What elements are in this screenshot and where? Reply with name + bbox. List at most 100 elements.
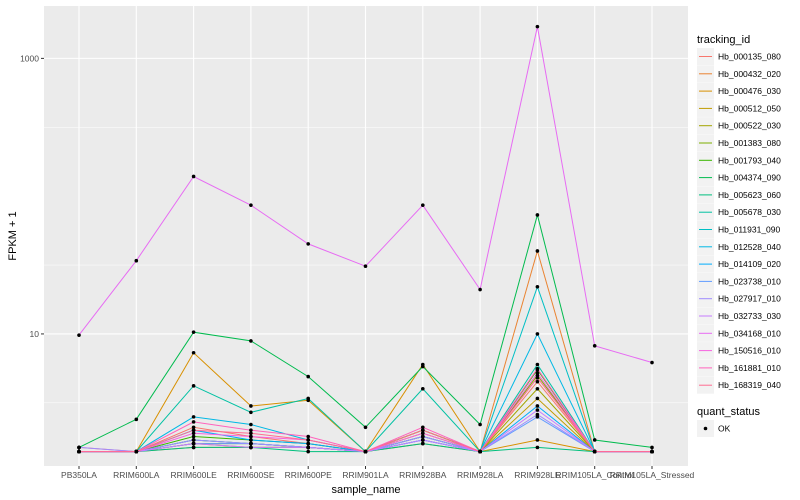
x-tick-label: RRIM928LA — [457, 470, 504, 480]
data-point-Hb_000476_030 — [249, 404, 253, 408]
data-point-Hb_004374_090 — [592, 438, 597, 442]
data-point-Hb_004374_090 — [363, 425, 368, 430]
data-point-Hb_005678_030 — [535, 362, 540, 367]
data-point-Hb_168319_040 — [421, 428, 425, 433]
data-point-Hb_032733_030 — [421, 438, 425, 442]
legend-label: Hb_004374_090 — [718, 173, 781, 183]
y-tick-label: 10 — [30, 329, 40, 339]
data-point-Hb_005623_060 — [535, 445, 540, 450]
legend-label: Hb_001383_080 — [718, 138, 781, 148]
data-point-Hb_014109_020 — [535, 404, 540, 408]
legend-label: Hb_014109_020 — [718, 259, 781, 269]
data-point-Hb_168319_040 — [134, 449, 139, 454]
data-point-Hb_161881_010 — [535, 366, 540, 371]
data-point-Hb_012528_040 — [535, 332, 540, 336]
data-point-Hb_005623_060 — [306, 449, 311, 454]
legend-label: Hb_005678_030 — [718, 207, 781, 217]
y-tick-label: 1000 — [20, 53, 39, 63]
data-point-Hb_150516_010 — [421, 431, 425, 436]
data-point-Hb_034168_010 — [306, 242, 311, 246]
data-point-Hb_150516_010 — [249, 434, 253, 439]
data-point-Hb_004374_090 — [535, 213, 540, 217]
data-point-Hb_034168_010 — [478, 287, 482, 292]
data-point-Hb_012528_040 — [191, 415, 196, 419]
data-point-Hb_011931_090 — [535, 284, 540, 289]
legend-label: Hb_023738_010 — [718, 276, 781, 286]
data-point-Hb_005623_060 — [191, 445, 196, 450]
legend-label: Hb_150516_010 — [718, 346, 781, 356]
data-point-Hb_034168_010 — [363, 264, 368, 269]
data-point-Hb_034168_010 — [650, 360, 654, 365]
legend-label: Hb_161881_010 — [718, 363, 781, 373]
data-point-Hb_005678_030 — [306, 396, 311, 401]
data-point-Hb_005678_030 — [421, 386, 425, 391]
x-tick-label: RRIM928LE — [514, 470, 561, 480]
data-point-Hb_034168_010 — [249, 203, 253, 207]
data-point-Hb_150516_010 — [535, 371, 540, 375]
data-point-Hb_004374_090 — [650, 445, 654, 450]
data-point-Hb_161881_010 — [421, 425, 425, 430]
legend-label: Hb_001793_040 — [718, 155, 781, 165]
data-point-Hb_161881_010 — [249, 428, 253, 433]
data-point-Hb_001793_040 — [191, 434, 196, 439]
legend-label: Hb_034168_010 — [718, 328, 781, 338]
data-point-Hb_004374_090 — [191, 330, 196, 334]
data-point-Hb_027917_010 — [421, 434, 425, 439]
data-point-Hb_014109_020 — [249, 438, 253, 442]
x-tick-label: RRIM600LA — [113, 470, 160, 480]
data-point-Hb_027917_010 — [191, 438, 196, 442]
data-point-Hb_027917_010 — [249, 441, 253, 446]
data-point-Hb_000476_030 — [535, 438, 540, 442]
data-point-Hb_005623_060 — [421, 441, 425, 446]
data-point-Hb_161881_010 — [306, 434, 311, 439]
legend-label: OK — [718, 424, 731, 434]
data-point-Hb_000522_030 — [535, 386, 540, 391]
data-point-Hb_032733_030 — [535, 408, 540, 412]
data-point-Hb_168319_040 — [478, 449, 482, 454]
color-legend-title: tracking_id — [697, 34, 750, 46]
data-point-Hb_000432_020 — [535, 249, 540, 253]
x-tick-label: RRIM105LA_Control — [555, 470, 634, 480]
x-tick-label: RRIM928BA — [399, 470, 447, 480]
x-tick-label: RRIM600SE — [227, 470, 275, 480]
data-point-Hb_005678_030 — [191, 384, 196, 388]
legend-key-point — [703, 426, 708, 431]
color-legend: tracking_id Hb_000135_080 Hb_000432_020 Hb… — [697, 34, 781, 394]
data-point-Hb_150516_010 — [191, 431, 196, 436]
x-tick-label: PB350LA — [61, 470, 97, 480]
legend-label: Hb_000522_030 — [718, 121, 781, 131]
data-point-Hb_034168_010 — [134, 258, 139, 263]
data-point-Hb_034168_010 — [77, 333, 81, 337]
data-point-Hb_004374_090 — [134, 417, 139, 422]
data-point-Hb_168319_040 — [249, 431, 253, 436]
x-tick-label: RRIM901LA — [342, 470, 389, 480]
legend-label: Hb_011931_090 — [718, 225, 781, 235]
series-points — [77, 24, 654, 454]
data-point-Hb_027917_010 — [77, 445, 81, 450]
legend-label: Hb_027917_010 — [718, 294, 781, 304]
data-point-Hb_032733_030 — [249, 445, 253, 450]
y-axis-ticks: 10 1000 — [20, 53, 44, 339]
data-point-Hb_000476_030 — [191, 350, 196, 355]
data-point-Hb_012528_040 — [249, 422, 253, 427]
data-point-Hb_032733_030 — [191, 441, 196, 446]
data-point-Hb_161881_010 — [191, 420, 196, 424]
data-point-Hb_034168_010 — [592, 344, 597, 348]
point-legend: quant_status OK — [697, 406, 760, 437]
major-gridlines — [44, 6, 688, 466]
data-point-Hb_014109_020 — [306, 441, 311, 446]
data-point-Hb_004374_090 — [306, 374, 311, 379]
data-point-Hb_005678_030 — [249, 410, 253, 415]
data-point-Hb_032733_030 — [306, 445, 311, 450]
data-point-Hb_168319_040 — [363, 449, 368, 454]
legend-label: Hb_000432_020 — [718, 69, 781, 79]
data-point-Hb_004374_090 — [478, 422, 482, 427]
data-point-Hb_027917_010 — [535, 412, 540, 417]
data-point-Hb_004374_090 — [249, 339, 253, 343]
data-point-Hb_000135_080 — [191, 425, 196, 430]
x-axis-title: sample_name — [331, 484, 400, 496]
legend-label: Hb_168319_040 — [718, 380, 781, 390]
x-tick-label: RRIM600LE — [170, 470, 217, 480]
x-tick-label: RRIM105LA_Stressed — [610, 470, 695, 480]
